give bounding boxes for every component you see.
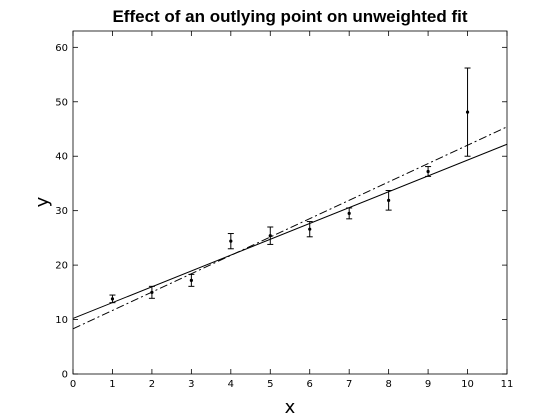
x-tick-label: 1 bbox=[109, 379, 115, 390]
x-tick-label: 2 bbox=[149, 379, 155, 390]
y-tick-label: 40 bbox=[55, 152, 68, 163]
data-point bbox=[150, 290, 154, 294]
x-tick-label: 7 bbox=[346, 379, 352, 390]
x-tick-label: 0 bbox=[70, 379, 76, 390]
axes-box bbox=[72, 30, 508, 375]
data-point bbox=[465, 110, 470, 114]
x-tick-label: 9 bbox=[425, 379, 431, 390]
x-tick-label: 10 bbox=[461, 379, 474, 390]
data-point bbox=[268, 234, 272, 238]
y-tick-label: 30 bbox=[55, 206, 68, 217]
y-tick-label: 60 bbox=[55, 43, 68, 54]
x-tick-label: 11 bbox=[501, 379, 514, 390]
chart-title: Effect of an outlying point on unweighte… bbox=[112, 7, 467, 26]
data-point bbox=[229, 239, 233, 243]
data-point bbox=[308, 227, 312, 231]
data-point bbox=[110, 297, 115, 301]
y-axis-label: y bbox=[32, 196, 53, 207]
unweighted-fit-line bbox=[72, 143, 508, 319]
x-tick-label: 6 bbox=[307, 379, 313, 390]
x-axis-label: x bbox=[285, 397, 296, 418]
y-tick-label: 10 bbox=[55, 315, 68, 326]
data-point bbox=[426, 169, 430, 174]
y-tick-label: 0 bbox=[62, 370, 68, 381]
data-point bbox=[347, 211, 351, 215]
plot-area: 0 1 2 3 4 5 6 7 8 9 10 11 0 10 20 30 40 50 60 bbox=[55, 30, 514, 390]
y-tick-label: 20 bbox=[55, 261, 68, 272]
y-tick-label: 50 bbox=[55, 97, 68, 108]
x-tick-label: 4 bbox=[228, 379, 234, 390]
data-point bbox=[387, 198, 391, 202]
x-tick-label: 3 bbox=[188, 379, 194, 390]
data-point bbox=[189, 278, 193, 282]
x-tick-label: 5 bbox=[267, 379, 273, 390]
x-tick-label: 8 bbox=[385, 379, 391, 390]
